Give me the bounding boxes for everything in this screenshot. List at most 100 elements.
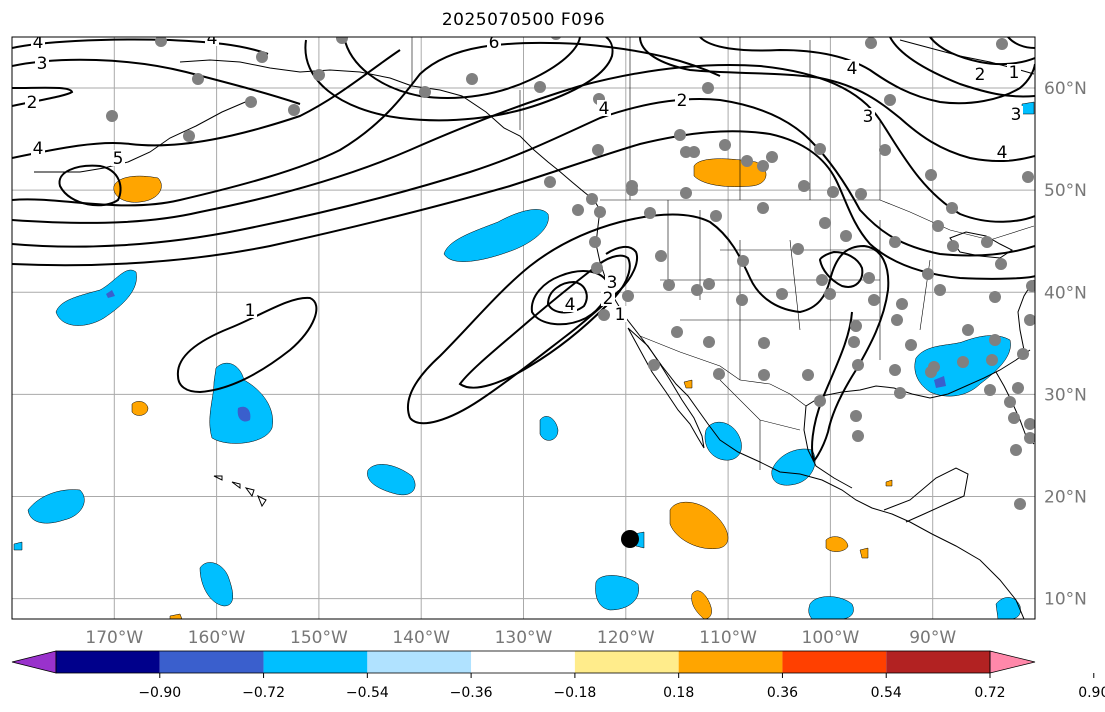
station-dot [894, 387, 906, 399]
negative-anomaly-blob [539, 416, 559, 441]
station-dot [925, 366, 937, 378]
station-dot [816, 274, 828, 286]
station-dot [989, 334, 1001, 346]
contour-line [12, 41, 721, 207]
station-markers [106, 37, 1035, 510]
lat-tick-label: 50°N [1044, 181, 1087, 201]
colorbar-tick-label: 0.54 [871, 685, 902, 701]
station-dot [757, 202, 769, 214]
positive-anomaly-blob [113, 175, 162, 203]
station-dot [703, 336, 715, 348]
great-lakes [949, 231, 1013, 259]
station-dot [1012, 382, 1024, 394]
station-dot [905, 339, 917, 351]
colorbar-tick-label: −0.90 [138, 685, 181, 701]
colorbar-segment [574, 651, 679, 673]
colorbar-tick-label: −0.72 [242, 685, 285, 701]
baja-california [627, 327, 705, 449]
station-dot [183, 130, 195, 142]
station-dot [757, 160, 769, 172]
contour-line [58, 164, 122, 207]
colorbar-segment [471, 651, 575, 673]
contour-line [12, 64, 1035, 224]
station-dot [824, 288, 836, 300]
contour-label: 2 [27, 93, 38, 113]
negative-anomaly-blob [27, 489, 85, 524]
negative-anomaly-blob [995, 597, 1021, 619]
canada-provinces [519, 37, 881, 200]
station-dot [419, 86, 431, 98]
colorbar-tick-label: 0.36 [767, 685, 798, 701]
contour-line [12, 97, 1035, 257]
contour-label: 2 [603, 289, 614, 309]
negative-anomaly-blob [13, 541, 23, 551]
contour-label-bg [861, 108, 875, 124]
negative-anomaly-blob [771, 448, 816, 486]
station-dot [594, 206, 606, 218]
negative-anomaly-core [237, 406, 251, 422]
station-dot [889, 236, 901, 248]
lon-tick-label: 100°W [802, 628, 860, 648]
contour-label-bg [25, 94, 39, 110]
map-frame [11, 36, 1036, 620]
colorbar-segment [56, 651, 160, 673]
contour-line [929, 37, 1035, 66]
contour-label: 4 [565, 295, 576, 315]
station-dot [863, 272, 875, 284]
station-dot [1004, 396, 1016, 408]
positive-anomaly-blob [131, 401, 149, 416]
station-dot [850, 410, 862, 422]
map-title: 2025070500 F096 [441, 10, 606, 30]
contour-label: 4 [33, 139, 44, 159]
positive-anomaly-blob [683, 379, 693, 389]
lon-tick-label: 160°W [188, 628, 246, 648]
contour-label-bg [487, 37, 501, 50]
contour-label: 1 [1009, 63, 1020, 83]
station-dot [671, 326, 683, 338]
contour-line [889, 37, 1035, 98]
station-dot [865, 37, 877, 49]
colorbar-segment [159, 651, 264, 673]
lon-tick-label: 150°W [290, 628, 348, 648]
positive-anomaly-blob [691, 590, 712, 619]
black-marker [621, 530, 639, 548]
negative-anomaly-core [106, 290, 115, 298]
contour-label: 4 [599, 99, 610, 119]
station-dot [758, 369, 770, 381]
positive-anomaly-blob [885, 479, 893, 487]
station-dot [663, 279, 675, 291]
lat-tick-label: 30°N [1044, 385, 1087, 405]
colorbar-segment [782, 651, 887, 673]
colorbar-tick-label: −0.54 [346, 685, 389, 701]
station-dot [996, 38, 1008, 50]
alaska-south-coast [179, 59, 413, 87]
station-dot [1014, 498, 1026, 510]
colorbar-segment [263, 651, 368, 673]
contour-label-bg [205, 37, 219, 46]
station-dot [889, 364, 901, 376]
station-dot [1008, 412, 1020, 424]
station-dot [934, 284, 946, 296]
contour-label-bg [613, 306, 627, 322]
station-dot [622, 290, 634, 302]
colorbar: −0.90 −0.72 −0.54 −0.36 −0.18 0.18 0.36 0.54 0.7… [11, 650, 1105, 701]
atlantic-coast [1017, 279, 1035, 351]
colorbar-tick-label: −0.36 [450, 685, 493, 701]
lat-tick-label: 40°N [1044, 283, 1087, 303]
mexico-states [719, 379, 801, 470]
contour-line [12, 58, 301, 105]
station-dot [644, 207, 656, 219]
longitude-tick-labels: 170°W 160°W 150°W 140°W 130°W 120°W 110°W 100°W… [85, 628, 956, 648]
contour-line [458, 254, 631, 389]
hawaii-islands [213, 475, 267, 508]
contour-label-bg [31, 140, 45, 156]
contour-label: 2 [677, 91, 688, 111]
positive-anomaly-blob [669, 502, 729, 550]
station-dot [1017, 348, 1029, 360]
north-america-pacific-coast [411, 85, 1025, 619]
contour-label-bg [601, 290, 615, 306]
contour-line [304, 37, 614, 122]
station-dot [655, 250, 667, 262]
